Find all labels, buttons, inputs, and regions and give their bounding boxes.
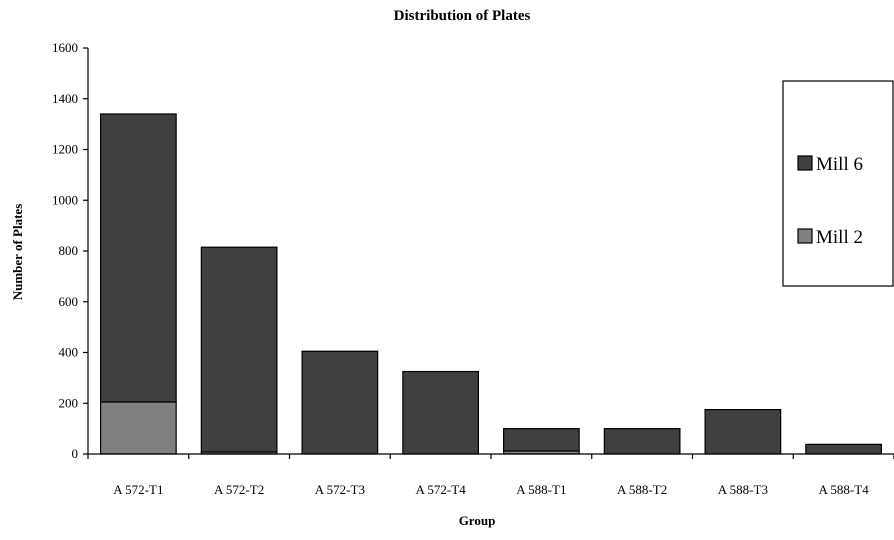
bar-mill-6: [402, 370, 480, 455]
x-tick-label: A 588-T1: [516, 482, 566, 497]
legend: Mill 6 Mill 2: [782, 80, 894, 287]
legend-swatch-mill-2: [797, 228, 813, 244]
y-tick-label: 600: [59, 294, 79, 309]
x-tick-label: A 588-T4: [819, 482, 870, 497]
x-tick-label: A 572-T2: [214, 482, 264, 497]
y-tick-label: 1000: [52, 192, 78, 207]
legend-label-mill-2: Mill 2: [816, 227, 863, 248]
axes-group: 0 200 400 600 800 1000 1200 1400 1600 A 572-T1 A 5…: [52, 40, 894, 497]
bar-mill-2: [99, 401, 177, 455]
y-axis-title: Number of Plates: [10, 204, 25, 301]
bar-mill-6: [200, 246, 278, 453]
bar-mill-6: [603, 428, 681, 455]
y-tick-label: 200: [59, 395, 79, 410]
bar-mill-6: [704, 408, 782, 455]
y-tick-label: 0: [72, 446, 79, 461]
bars-group: [99, 113, 883, 455]
x-axis-title: Group: [459, 513, 496, 528]
bar-mill-6: [301, 350, 379, 455]
legend-label-mill-6: Mill 6: [816, 154, 863, 175]
y-tick-label: 1200: [52, 142, 78, 157]
bar-mill-6: [502, 428, 580, 452]
x-tick-label: A 572-T3: [315, 482, 365, 497]
legend-box: [782, 80, 894, 287]
y-tick-label: 1600: [52, 40, 78, 55]
x-tick-label: A 572-T4: [416, 482, 467, 497]
x-tick-label: A 588-T2: [617, 482, 667, 497]
bar-mill-6: [805, 443, 883, 455]
chart-title: Distribution of Plates: [394, 8, 531, 24]
y-tick-label: 1400: [52, 91, 78, 106]
y-tick-label: 400: [59, 345, 79, 360]
bar-mill-6: [99, 113, 177, 403]
x-tick-label: A 588-T3: [718, 482, 768, 497]
y-tick-label: 800: [59, 243, 79, 258]
legend-swatch-mill-6: [797, 155, 813, 171]
x-tick-label: A 572-T1: [113, 482, 163, 497]
